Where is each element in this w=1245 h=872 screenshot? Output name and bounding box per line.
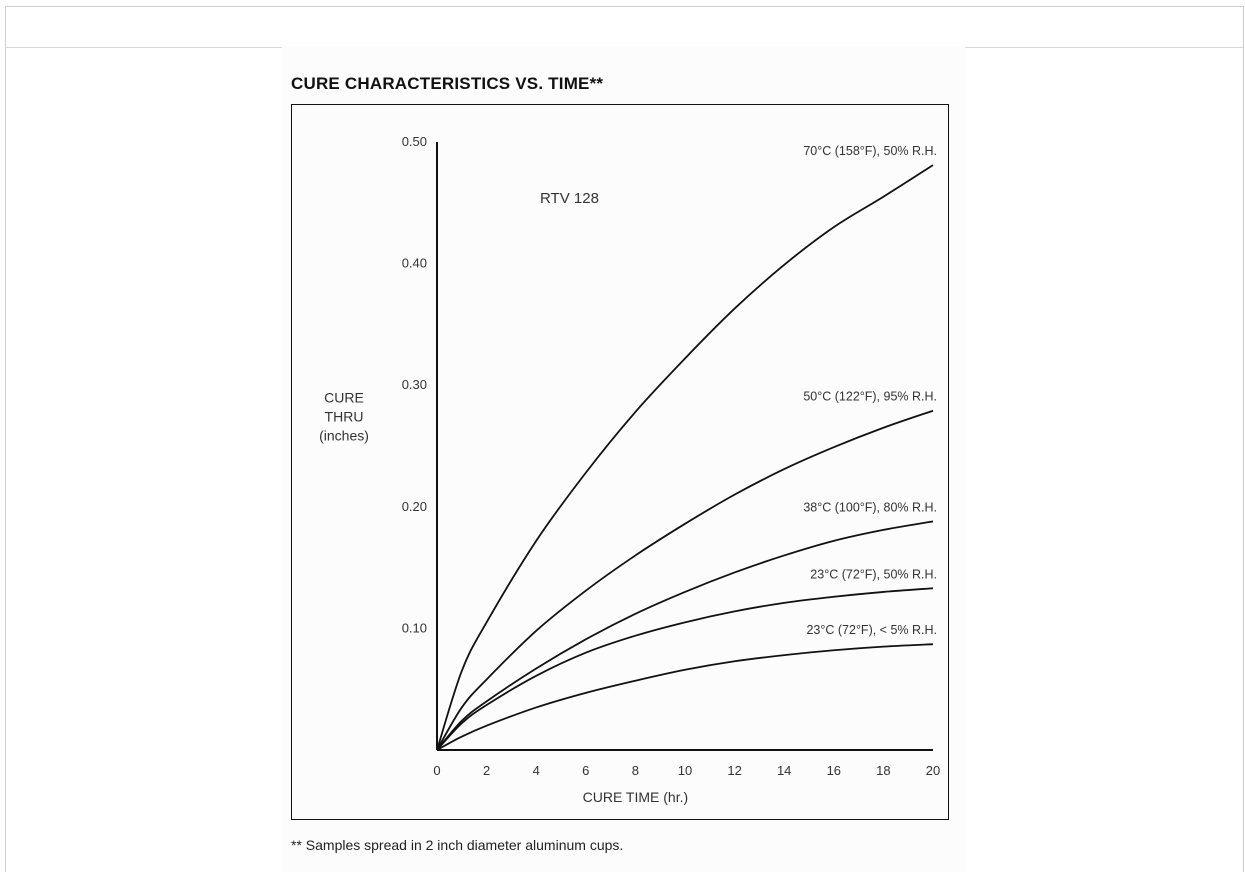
x-tick-label: 2 [483, 763, 490, 778]
series-line-3 [436, 520, 934, 751]
series-label-3: 38°C (100°F), 80% R.H. [803, 500, 937, 514]
x-axis-label: CURE TIME (hr.) [583, 789, 689, 805]
chart-annotation: RTV 128 [540, 190, 599, 207]
x-tick-label: 12 [727, 763, 741, 778]
y-axis-label: THRU [325, 409, 364, 425]
x-tick-label: 8 [632, 763, 639, 778]
series-line-5 [436, 643, 934, 751]
y-tick-label: 0.30 [402, 377, 427, 392]
x-tick-label: 0 [433, 763, 440, 778]
series-label-4: 23°C (72°F), 50% R.H. [810, 567, 937, 581]
x-tick-label: 4 [533, 763, 540, 778]
y-tick-label: 0.20 [402, 499, 427, 514]
x-tick-label: 16 [827, 763, 841, 778]
series-label-5: 23°C (72°F), < 5% R.H. [806, 623, 937, 637]
series-label-2: 50°C (122°F), 95% R.H. [803, 390, 937, 404]
x-tick-label: 10 [678, 763, 692, 778]
chart-frame: 0 2 4 6 8 10 12 14 16 18 20 0.10 0.20 0.30 0.40 0.50 CUR… [291, 104, 949, 820]
y-axis-label: CURE [324, 390, 364, 406]
series-line-4 [436, 587, 934, 751]
chart-title: CURE CHARACTERISTICS VS. TIME** [291, 74, 604, 93]
series-line-1 [436, 164, 934, 751]
series-label-1: 70°C (158°F), 50% R.H. [803, 144, 937, 158]
y-tick-label: 0.40 [402, 256, 427, 271]
window-frame [5, 6, 1244, 872]
x-tick-label: 18 [876, 763, 890, 778]
chart-plot: 0 2 4 6 8 10 12 14 16 18 20 0.10 0.20 0.30 0.40 0.50 CUR… [319, 134, 940, 805]
x-tick-label: 20 [926, 763, 940, 778]
y-tick-label: 0.10 [402, 620, 427, 635]
x-tick-label: 14 [777, 763, 791, 778]
x-tick-label: 6 [582, 763, 589, 778]
series-line-2 [436, 409, 934, 751]
y-tick-label: 0.50 [402, 134, 427, 149]
footnote: ** Samples spread in 2 inch diameter alu… [291, 837, 624, 853]
y-axis-label: (inches) [319, 428, 369, 444]
